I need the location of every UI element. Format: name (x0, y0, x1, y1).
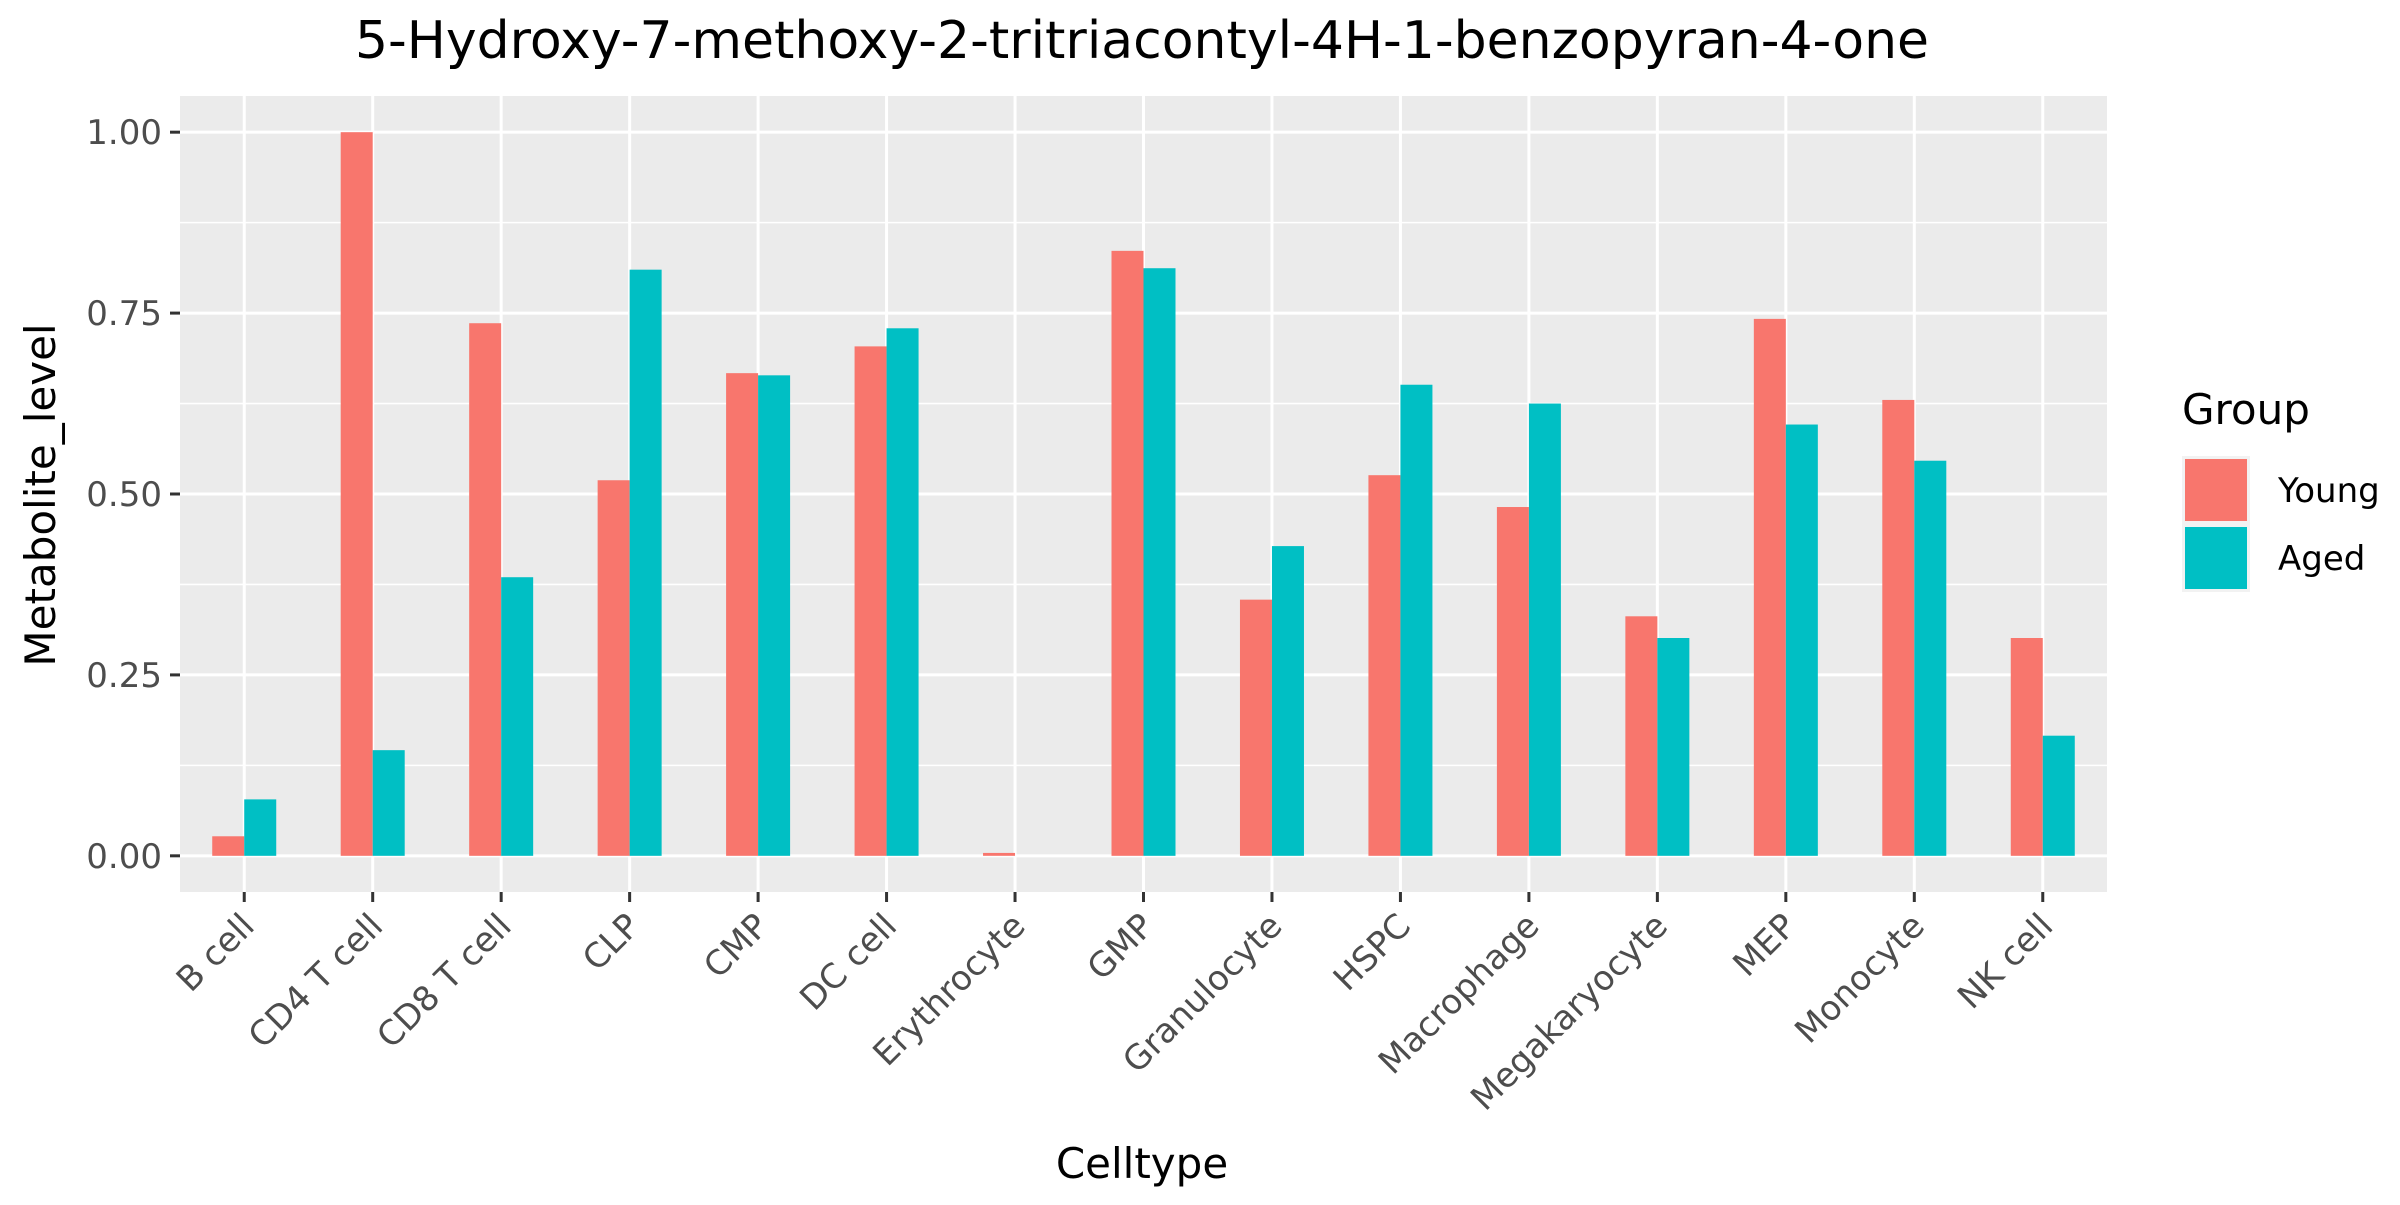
bar-aged (1400, 384, 1433, 856)
plot-panel (180, 96, 2107, 892)
bar-young (1111, 250, 1144, 856)
bar-aged (1528, 403, 1561, 856)
bars-group (212, 132, 2075, 856)
legend-title: Group (2182, 385, 2310, 434)
bar-aged (2042, 735, 2075, 856)
bar-young (983, 852, 1016, 856)
x-axis-title: Celltype (1056, 1139, 1228, 1188)
legend-label-young: Young (2277, 471, 2380, 511)
bar-aged (244, 799, 277, 856)
legend-label-aged: Aged (2278, 539, 2365, 579)
bar-young (1625, 616, 1658, 856)
bar-aged (1271, 546, 1304, 856)
chart-title: 5-Hydroxy-7-methoxy-2-tritriacontyl-4H-1… (355, 11, 1929, 71)
x-tick-label: NK cell (1950, 906, 2061, 1017)
x-tick-label: DC cell (792, 906, 905, 1019)
y-axis: 0.00 0.25 0.50 0.75 1.00 (86, 113, 180, 877)
bar-aged (1785, 424, 1818, 856)
bar-young (2010, 638, 2043, 856)
y-tick-label: 0.25 (86, 656, 162, 696)
x-tick-label: HSPC (1326, 906, 1419, 999)
x-tick-label: GMP (1080, 906, 1162, 988)
bar-aged (501, 577, 534, 856)
bar-aged (1657, 638, 1690, 856)
x-tick-label: CMP (696, 906, 776, 986)
bar-aged (629, 269, 662, 856)
x-tick-label: Monocyte (1787, 906, 1932, 1051)
bar-young (212, 836, 245, 856)
bar-young (1368, 475, 1401, 856)
y-tick-label: 0.50 (86, 475, 162, 515)
x-tick-label: MEP (1725, 906, 1804, 985)
bar-young (340, 132, 373, 856)
bar-young (854, 346, 887, 856)
bar-aged (1143, 268, 1176, 856)
bar-young (597, 480, 630, 856)
x-tick-label: CLP (575, 906, 648, 979)
bar-young (1239, 599, 1272, 856)
bar-aged (758, 375, 791, 856)
x-tick-label: B cell (169, 906, 263, 1000)
bar-aged (372, 750, 405, 856)
bar-young (1882, 399, 1915, 856)
bar-young (726, 373, 759, 856)
y-axis-title: Metabolite_level (16, 323, 65, 666)
y-tick-label: 1.00 (86, 113, 162, 153)
bar-young (1496, 507, 1529, 856)
bar-young (469, 323, 502, 856)
legend-swatch-aged (2185, 527, 2247, 589)
bar-aged (886, 328, 919, 856)
legend: Young Aged (2182, 456, 2380, 592)
bar-aged (1914, 460, 1947, 856)
bar-young (1753, 318, 1786, 856)
x-tick-label: CD4 T cell (241, 906, 391, 1056)
y-tick-label: 0.75 (86, 294, 162, 334)
legend-swatch-young (2185, 459, 2247, 521)
x-tick-label: CD8 T cell (369, 906, 519, 1056)
y-tick-label: 0.00 (86, 837, 162, 877)
